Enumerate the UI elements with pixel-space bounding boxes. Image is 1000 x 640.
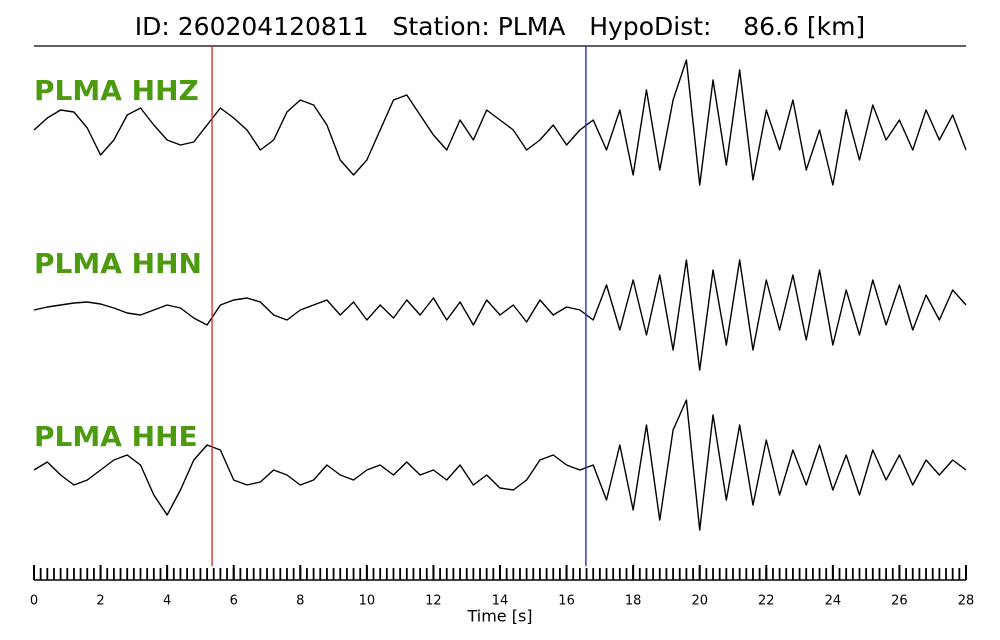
x-tick-label: 14 xyxy=(492,594,509,609)
trace xyxy=(33,399,967,531)
x-tick-label: 4 xyxy=(163,594,171,609)
x-tick-label: 6 xyxy=(230,594,238,609)
chart-title: ID: 260204120811 Station: PLMA HypoDist:… xyxy=(135,12,865,41)
x-tick-label: 26 xyxy=(891,594,908,609)
x-tick-label: 10 xyxy=(359,594,376,609)
trace xyxy=(33,59,967,186)
x-tick-label: 18 xyxy=(625,594,642,609)
trace-label: PLMA HHZ xyxy=(34,74,199,107)
x-tick-label: 8 xyxy=(296,594,304,609)
x-tick-label: 24 xyxy=(825,594,842,609)
trace-label: PLMA HHE xyxy=(34,420,198,453)
x-tick-label: 12 xyxy=(425,594,442,609)
x-tick-label: 22 xyxy=(758,594,775,609)
x-tick-label: 2 xyxy=(96,594,104,609)
x-tick-label: 0 xyxy=(30,594,38,609)
x-axis-label: Time [s] xyxy=(466,607,532,626)
x-tick-label: 28 xyxy=(958,594,975,609)
trace xyxy=(33,259,967,371)
x-tick-label: 16 xyxy=(558,594,575,609)
trace-label: PLMA HHN xyxy=(34,247,202,280)
x-tick-label: 20 xyxy=(691,594,708,609)
